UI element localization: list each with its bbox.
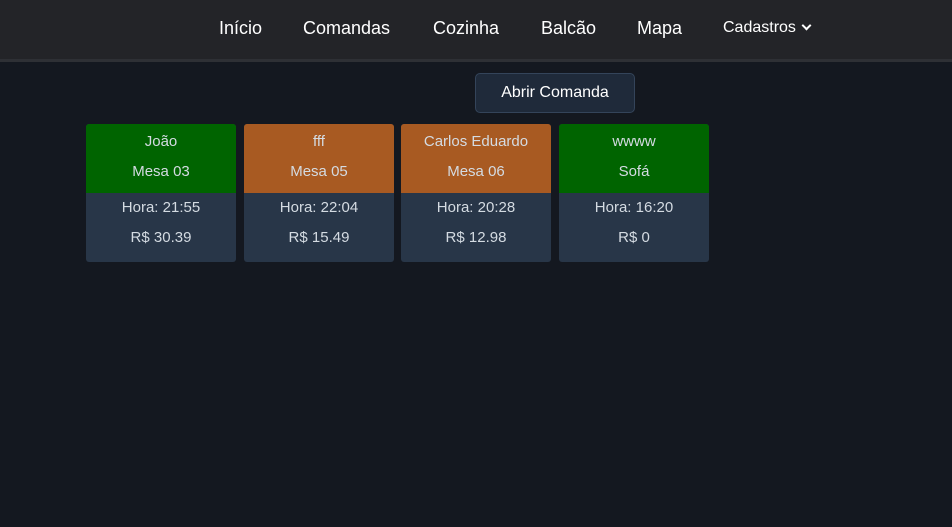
cadastros-label: Cadastros [723,19,796,36]
order-time: Hora: 21:55 [121,199,201,216]
card-body: Hora: 20:28 R$ 12.98 [401,193,551,253]
card-header: fff Mesa 05 [244,124,394,193]
card-body: Hora: 21:55 R$ 30.39 [86,193,236,253]
order-time: Hora: 20:28 [436,199,516,216]
customer-name: wwww [612,133,656,150]
nav-mapa[interactable]: Mapa [637,18,683,38]
table-name: Mesa 05 [290,163,348,180]
nav-comandas[interactable]: Comandas [303,18,391,38]
nav-balcao[interactable]: Balcão [541,18,597,38]
customer-name: João [144,133,178,150]
nav-cadastros-dropdown[interactable]: Cadastros [723,19,812,37]
table-name: Sofá [618,163,650,180]
chevron-down-icon [801,20,812,31]
customer-name: Carlos Eduardo [423,133,529,150]
card-header: wwww Sofá [559,124,709,193]
order-total: R$ 0 [618,229,650,246]
card-body: Hora: 22:04 R$ 15.49 [244,193,394,253]
nav-inicio[interactable]: Início [219,18,263,38]
order-total: R$ 30.39 [130,229,192,246]
comanda-card[interactable]: fff Mesa 05 Hora: 22:04 R$ 15.49 [244,124,394,262]
comanda-card[interactable]: Carlos Eduardo Mesa 06 Hora: 20:28 R$ 12… [401,124,551,262]
top-navbar: Início Comandas Cozinha Balcão Mapa Cada… [0,0,952,62]
card-header: Carlos Eduardo Mesa 06 [401,124,551,193]
nav-cozinha[interactable]: Cozinha [433,18,500,38]
comanda-card[interactable]: João Mesa 03 Hora: 21:55 R$ 30.39 [86,124,236,262]
order-total: R$ 15.49 [288,229,350,246]
customer-name: fff [313,133,325,150]
table-name: Mesa 03 [132,163,190,180]
table-name: Mesa 06 [447,163,505,180]
order-total: R$ 12.98 [445,229,507,246]
order-time: Hora: 22:04 [279,199,359,216]
card-body: Hora: 16:20 R$ 0 [559,193,709,253]
order-time: Hora: 16:20 [594,199,674,216]
comanda-card[interactable]: wwww Sofá Hora: 16:20 R$ 0 [559,124,709,262]
card-header: João Mesa 03 [86,124,236,193]
open-comanda-button[interactable]: Abrir Comanda [475,73,635,113]
